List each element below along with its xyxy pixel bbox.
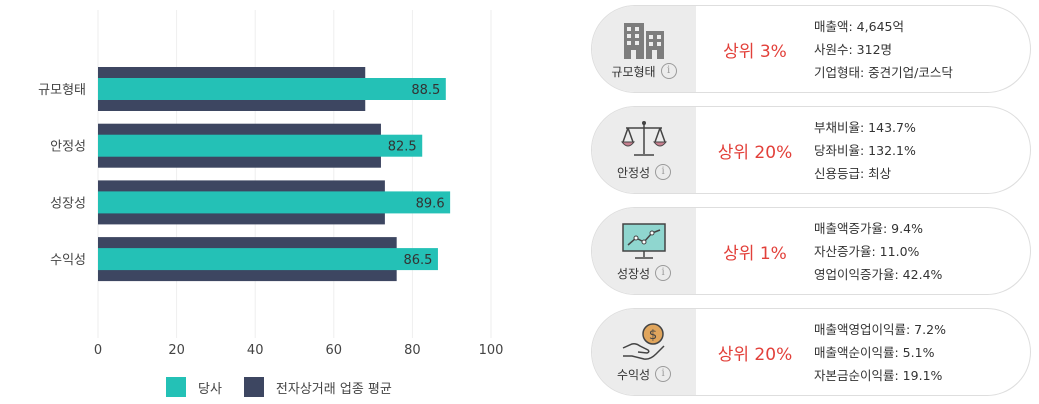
scale-icon xyxy=(620,120,668,156)
money-hand-icon: $ xyxy=(622,322,665,360)
stat-line: 매출액영업이익률: 7.2% xyxy=(814,321,946,337)
x-tick-label: 40 xyxy=(247,343,264,358)
info-icon[interactable]: i xyxy=(655,265,672,281)
card-profitability-category: 수익성 i xyxy=(616,366,672,383)
stat-line: 당좌비율: 132.1% xyxy=(814,142,916,158)
bar-company xyxy=(98,191,451,214)
bar-chart: 0 20 40 60 80 100 88.5 규모형태 82.5 안정성 89.6 성장성 86.5 수익… xyxy=(38,10,504,358)
x-tick-label: 0 xyxy=(94,343,102,358)
card-scale-icon-panel: 규모형태 i xyxy=(592,6,696,92)
stat-line: 매출액증가율: 9.4% xyxy=(814,220,923,236)
card-growth-category: 성장성 i xyxy=(616,265,672,282)
bar-company xyxy=(98,134,423,157)
legend-label-company: 당사 xyxy=(198,381,222,397)
legend-item-company[interactable]: 당사 xyxy=(166,377,222,397)
card-profitability-category-label: 수익성 xyxy=(616,367,651,382)
info-icon[interactable]: i xyxy=(660,63,677,79)
x-tick-label: 20 xyxy=(168,343,185,358)
building-icon xyxy=(624,22,664,59)
category-label: 수익성 xyxy=(50,253,86,268)
info-icon[interactable]: i xyxy=(655,366,672,382)
bar-value-label: 82.5 xyxy=(388,140,417,155)
card-profitability: $ 수익성 i 상위 20% 매출액영업이익률: 7.2% 매출액순이익률: 5… xyxy=(591,308,1031,396)
card-stability-icon-panel: 안정성 i xyxy=(592,107,696,193)
card-growth: 성장성 i 상위 1% 매출액증가율: 9.4% 자산증가율: 11.0% 영업… xyxy=(591,207,1031,295)
card-stability-rank: 상위 20% xyxy=(717,142,793,163)
card-profitability-stats: 매출액영업이익률: 7.2% 매출액순이익률: 5.1% 자본금순이익률: 19… xyxy=(814,309,1030,395)
card-growth-icon-panel: 성장성 i xyxy=(592,208,696,294)
card-profitability-rank: 상위 20% xyxy=(717,344,793,365)
card-stability-category-label: 안정성 xyxy=(616,165,651,180)
card-scale-rank: 상위 3% xyxy=(723,41,787,62)
bar-company xyxy=(98,78,446,100)
x-tick-label: 60 xyxy=(326,343,343,358)
stat-line: 사원수: 312명 xyxy=(814,41,893,57)
stat-line: 부채비율: 143.7% xyxy=(814,119,916,135)
legend-swatch-industry xyxy=(243,377,264,397)
growth-monitor-icon xyxy=(622,222,666,259)
bar-value-label: 89.6 xyxy=(416,196,445,211)
info-icon[interactable]: i xyxy=(655,164,672,180)
svg-text:$: $ xyxy=(649,328,657,343)
stat-line: 영업이익증가율: 42.4% xyxy=(814,266,943,282)
card-growth-stats: 매출액증가율: 9.4% 자산증가율: 11.0% 영업이익증가율: 42.4% xyxy=(814,208,1030,294)
stat-line: 기업형태: 중견기업/코스닥 xyxy=(814,64,953,80)
card-scale: 규모형태 i 상위 3% 매출액: 4,645억 사원수: 312명 기업형태:… xyxy=(591,5,1031,93)
bar-value-label: 88.5 xyxy=(411,83,440,98)
stat-line: 자산증가율: 11.0% xyxy=(814,243,920,259)
legend-item-industry[interactable]: 전자상거래 업종 평균 xyxy=(243,377,392,397)
card-scale-stats: 매출액: 4,645억 사원수: 312명 기업형태: 중견기업/코스닥 xyxy=(814,6,1030,92)
category-label: 안정성 xyxy=(50,140,86,155)
category-label: 규모형태 xyxy=(38,83,86,98)
card-scale-category: 규모형태 i xyxy=(611,63,677,80)
category-label: 성장성 xyxy=(50,196,86,211)
stat-line: 자본금순이익률: 19.1% xyxy=(814,367,943,383)
card-stability: 안정성 i 상위 20% 부채비율: 143.7% 당좌비율: 132.1% 신… xyxy=(591,106,1031,194)
stat-line: 매출액순이익률: 5.1% xyxy=(814,344,935,360)
x-tick-label: 80 xyxy=(404,343,421,358)
card-growth-category-label: 성장성 xyxy=(616,266,651,281)
legend-swatch-company xyxy=(166,377,186,397)
stat-line: 매출액: 4,645억 xyxy=(814,18,904,34)
card-growth-rank: 상위 1% xyxy=(723,243,787,264)
card-profitability-icon-panel: $ 수익성 i xyxy=(592,309,696,395)
card-stability-category: 안정성 i xyxy=(616,164,672,181)
card-scale-category-label: 규모형태 xyxy=(611,64,656,79)
bar-company xyxy=(98,248,438,271)
x-tick-label: 100 xyxy=(479,343,504,358)
card-stability-stats: 부채비율: 143.7% 당좌비율: 132.1% 신용등급: 최상 xyxy=(814,107,1030,193)
stat-line: 신용등급: 최상 xyxy=(814,165,892,181)
chart-legend: 당사 전자상거래 업종 평균 xyxy=(166,377,414,397)
legend-label-industry: 전자상거래 업종 평균 xyxy=(275,381,392,397)
bar-value-label: 86.5 xyxy=(403,253,432,268)
